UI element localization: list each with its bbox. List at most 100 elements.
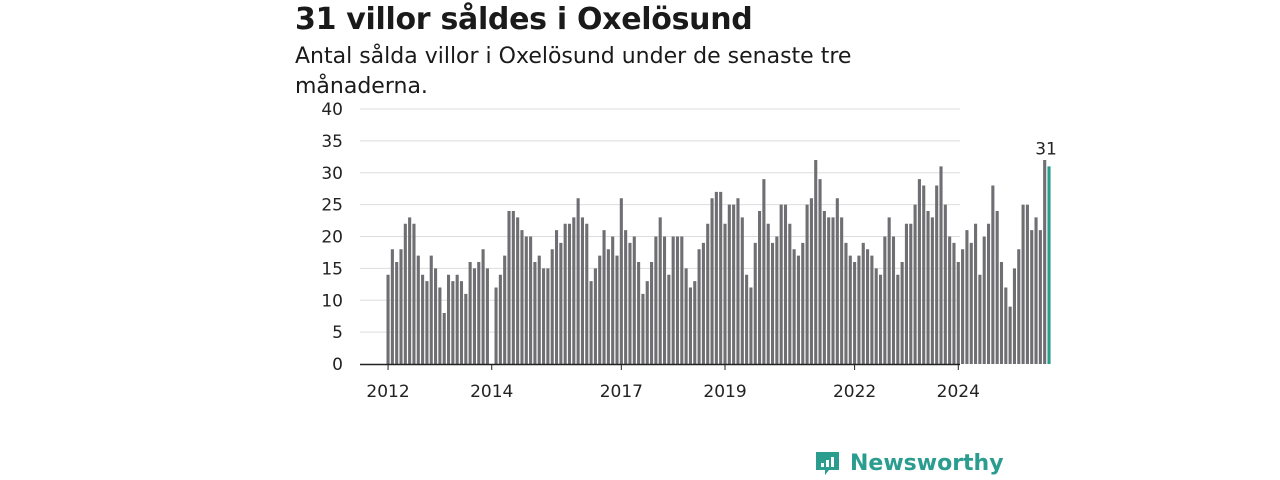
y-tick-label: 20	[321, 228, 343, 248]
chart-title: 31 villor såldes i Oxelösund	[295, 2, 753, 37]
bar	[671, 236, 675, 364]
bar	[1034, 217, 1038, 365]
bar	[429, 255, 433, 365]
bar	[442, 313, 446, 364]
bar	[481, 249, 485, 364]
bar	[464, 293, 468, 365]
bar	[909, 223, 913, 364]
brand-name: Newsworthy	[850, 450, 1004, 476]
bar	[572, 217, 576, 365]
bar	[991, 185, 995, 364]
bar	[550, 249, 554, 364]
bar	[451, 281, 455, 365]
bar	[658, 217, 662, 365]
bar	[770, 242, 775, 365]
bar	[857, 255, 861, 365]
bar	[472, 268, 476, 365]
bar	[948, 236, 952, 364]
bar	[645, 281, 649, 365]
bar	[917, 179, 921, 365]
bar	[585, 223, 589, 364]
bar	[727, 204, 731, 365]
bar	[831, 217, 835, 365]
bar	[395, 262, 399, 364]
x-axis-ticks: 2012 2014 2017 2019 2022 2024	[366, 364, 980, 402]
bar	[524, 236, 528, 364]
bar	[766, 223, 770, 364]
bar	[598, 255, 602, 365]
bar	[503, 255, 507, 365]
bar	[529, 236, 533, 364]
bar	[390, 249, 394, 364]
bar	[809, 198, 813, 364]
bar	[619, 198, 623, 364]
bar	[386, 274, 390, 364]
bar	[788, 223, 792, 364]
bar	[1021, 204, 1025, 365]
bar	[628, 242, 632, 365]
bar	[740, 217, 744, 365]
bar	[822, 211, 826, 364]
bar	[675, 236, 680, 364]
bar	[779, 204, 783, 365]
bar	[697, 249, 701, 364]
bar	[874, 268, 878, 365]
bar	[978, 274, 982, 364]
bar	[412, 223, 416, 364]
bar	[982, 236, 986, 364]
bar	[840, 217, 844, 365]
bar	[974, 223, 978, 364]
bar	[745, 274, 749, 364]
y-tick-label: 5	[332, 323, 343, 343]
bar	[844, 242, 848, 365]
y-tick-label: 40	[321, 100, 343, 120]
bar	[965, 230, 969, 365]
bar	[654, 236, 658, 364]
bar	[1004, 287, 1008, 364]
bar	[563, 223, 567, 364]
bar	[762, 179, 766, 365]
bar	[650, 262, 654, 364]
bar	[801, 242, 805, 365]
bar	[723, 223, 727, 364]
bars	[386, 160, 1051, 365]
bar	[632, 236, 636, 364]
bar	[624, 230, 628, 365]
bar	[922, 185, 926, 364]
y-tick-label: 25	[321, 196, 343, 216]
bar	[606, 249, 610, 364]
bar	[883, 236, 887, 364]
bar-highlight	[1047, 166, 1051, 365]
y-tick-label: 15	[321, 259, 343, 279]
bar	[732, 204, 736, 365]
bar	[542, 268, 546, 365]
bar	[878, 274, 883, 364]
newsworthy-brand[interactable]: Newsworthy	[814, 446, 1004, 480]
bar	[637, 262, 641, 364]
x-tick-label: 2014	[470, 382, 513, 402]
bar	[814, 160, 818, 364]
bar	[952, 242, 956, 365]
bar	[701, 242, 705, 365]
bar	[1025, 204, 1029, 365]
bar	[434, 268, 438, 365]
bar	[1012, 268, 1016, 365]
bar	[818, 179, 822, 365]
bar	[403, 223, 407, 364]
bar	[641, 293, 645, 365]
newsworthy-logo-icon	[816, 451, 839, 475]
bar	[1008, 306, 1012, 365]
bar	[749, 287, 753, 364]
bar	[425, 281, 429, 365]
bar	[485, 268, 489, 365]
bar	[999, 262, 1004, 364]
bar	[792, 249, 796, 364]
bar	[611, 236, 615, 364]
bar	[758, 211, 762, 364]
bar	[615, 255, 619, 365]
bar	[995, 211, 999, 364]
bar	[580, 217, 584, 365]
bar	[1017, 249, 1021, 364]
bar	[796, 255, 800, 365]
bar	[455, 274, 459, 364]
